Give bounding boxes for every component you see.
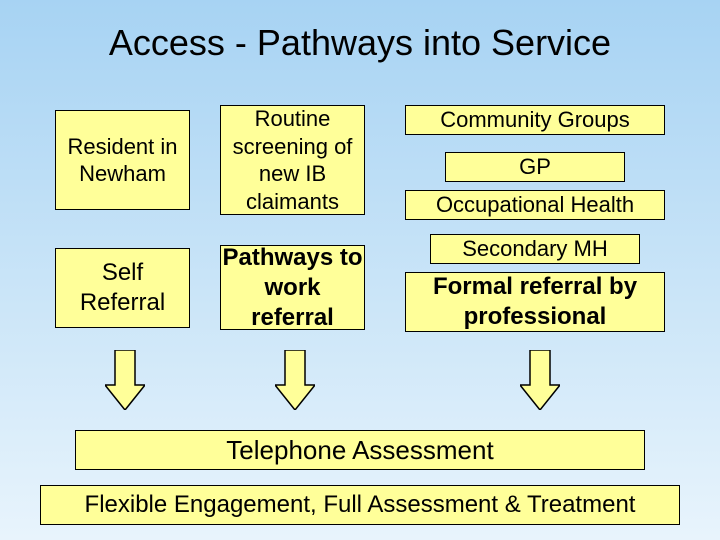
box-telephone: Telephone Assessment [75, 430, 645, 470]
box-flexible-label: Flexible Engagement, Full Assessment & T… [85, 490, 636, 520]
box-occupational-health-label: Occupational Health [436, 191, 634, 219]
slide-title: Access - Pathways into Service [50, 22, 670, 64]
box-pathways-label: Pathways to work referral [221, 243, 364, 333]
arrow-down-2 [275, 350, 315, 410]
box-pathways: Pathways to work referral [220, 245, 365, 330]
box-gp-label: GP [519, 153, 551, 181]
box-routine: Routine screening of new IB claimants [220, 105, 365, 215]
box-routine-label: Routine screening of new IB claimants [221, 105, 364, 215]
box-resident: Resident in Newham [55, 110, 190, 210]
box-community-groups-label: Community Groups [440, 106, 630, 134]
arrow-down-3 [520, 350, 560, 410]
box-occupational-health: Occupational Health [405, 190, 665, 220]
box-formal-referral-label: Formal referral by professional [406, 272, 664, 332]
box-community-groups: Community Groups [405, 105, 665, 135]
box-self-referral-label: Self Referral [56, 258, 189, 318]
box-secondary-mh: Secondary MH [430, 234, 640, 264]
box-resident-label: Resident in Newham [56, 133, 189, 188]
box-secondary-mh-label: Secondary MH [462, 235, 608, 263]
arrow-down-1 [105, 350, 145, 410]
box-telephone-label: Telephone Assessment [226, 434, 493, 467]
box-formal-referral: Formal referral by professional [405, 272, 665, 332]
box-self-referral: Self Referral [55, 248, 190, 328]
box-flexible: Flexible Engagement, Full Assessment & T… [40, 485, 680, 525]
box-gp: GP [445, 152, 625, 182]
slide: Access - Pathways into Service Resident … [0, 0, 720, 540]
